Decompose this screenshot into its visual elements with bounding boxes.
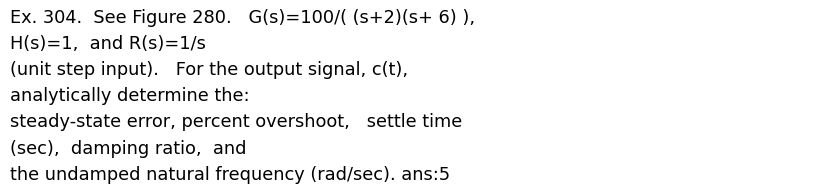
Text: H(s)=1,  and R(s)=1/s: H(s)=1, and R(s)=1/s: [10, 35, 206, 53]
Text: (unit step input).   For the output signal, c(t),: (unit step input). For the output signal…: [10, 61, 408, 79]
Text: the undamped natural frequency (rad/sec). ans:5: the undamped natural frequency (rad/sec)…: [10, 166, 450, 184]
Text: analytically determine the:: analytically determine the:: [10, 87, 249, 105]
Text: (sec),  damping ratio,  and: (sec), damping ratio, and: [10, 140, 246, 158]
Text: Ex. 304.  See Figure 280.   G(s)=100/( (s+2)(s+ 6) ),: Ex. 304. See Figure 280. G(s)=100/( (s+2…: [10, 9, 475, 27]
Text: steady-state error, percent overshoot,   settle time: steady-state error, percent overshoot, s…: [10, 113, 461, 131]
